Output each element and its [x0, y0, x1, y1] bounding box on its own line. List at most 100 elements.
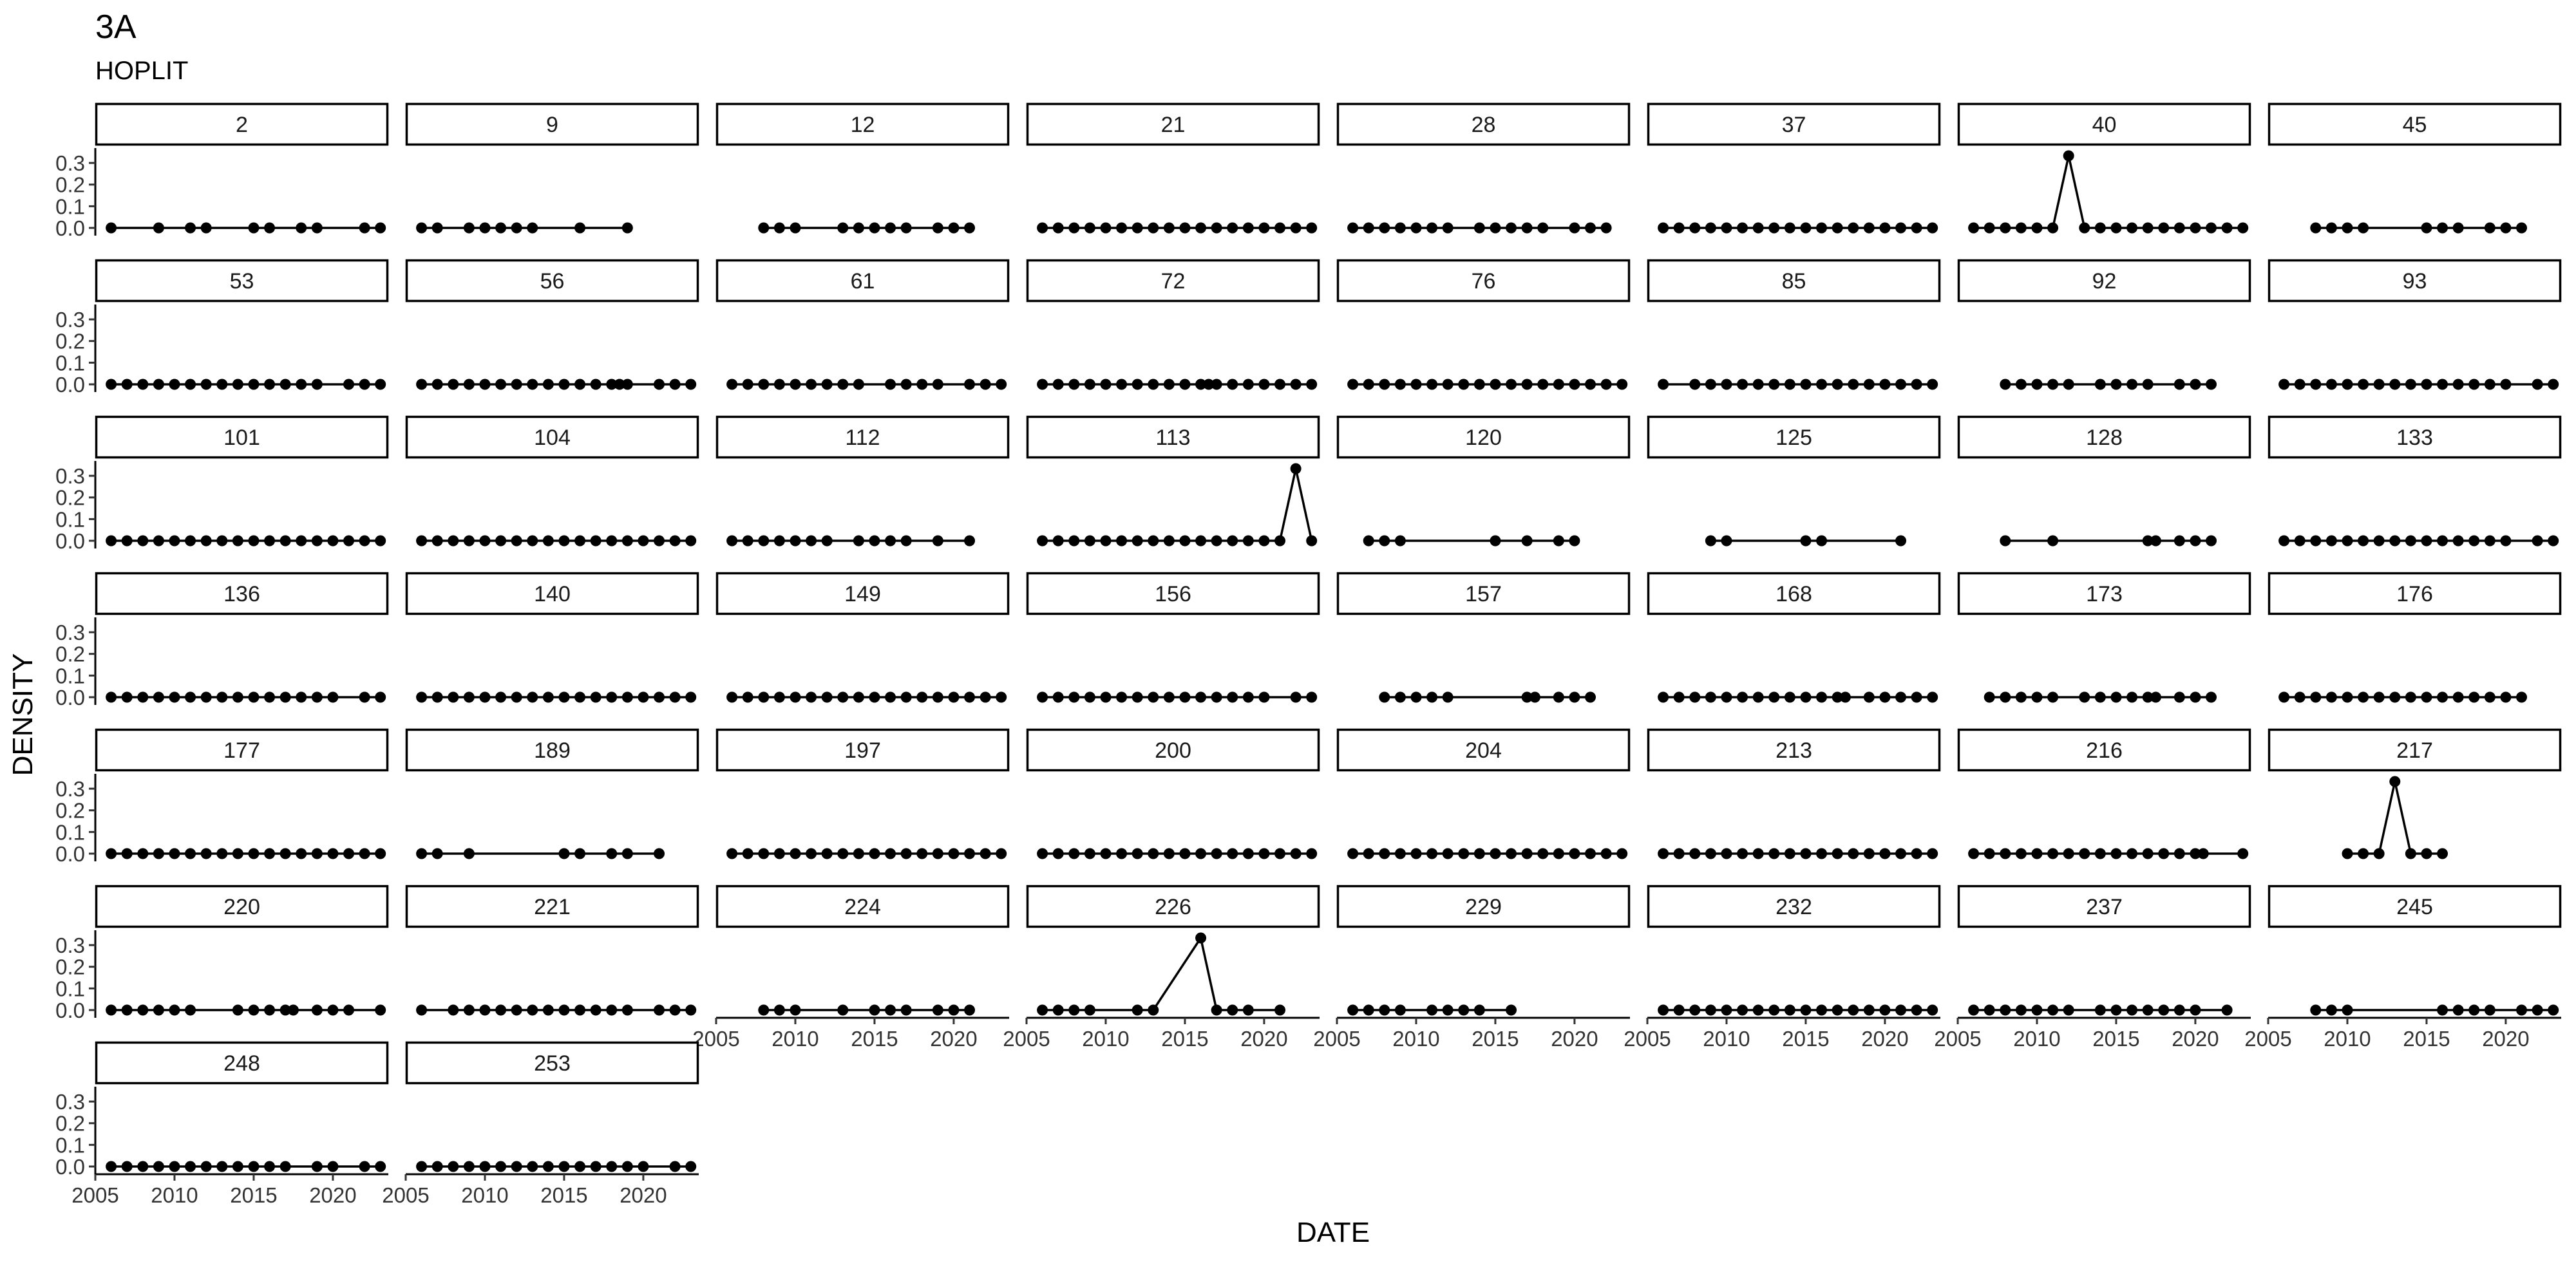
facet-panel-213: 213	[1647, 728, 1941, 859]
data-point	[1832, 222, 1843, 234]
facet-strip	[1957, 728, 2251, 772]
data-point	[1363, 848, 1374, 859]
data-point	[1863, 848, 1875, 859]
data-point	[685, 1004, 697, 1016]
data-point	[479, 379, 491, 390]
facet-strip-label: 92	[2092, 269, 2117, 294]
data-point	[2325, 1004, 2337, 1016]
data-point	[121, 379, 133, 390]
facet-panel-237: 237 2005 2010 2015 2020	[1934, 885, 2251, 1051]
facet-strip	[1026, 728, 1320, 772]
data-point	[1521, 848, 1533, 859]
facet-strip-label: 253	[534, 1051, 571, 1076]
data-point	[1737, 691, 1748, 703]
data-point	[1179, 379, 1191, 390]
data-point	[590, 1161, 601, 1172]
data-point	[495, 691, 507, 703]
data-point	[296, 848, 307, 859]
data-point	[790, 222, 801, 234]
data-point	[726, 691, 738, 703]
data-point	[185, 691, 196, 703]
data-point	[654, 848, 665, 859]
data-point	[2126, 1004, 2138, 1016]
data-point	[806, 691, 817, 703]
data-point	[2389, 379, 2401, 390]
data-point	[1306, 222, 1318, 234]
data-point	[2325, 379, 2337, 390]
x-tick-label: 2015	[2092, 1027, 2139, 1051]
data-point	[1585, 848, 1596, 859]
data-point	[621, 1161, 633, 1172]
data-point	[2437, 222, 2448, 234]
facet-panel-101: 101 0.00.10.20.3	[55, 415, 389, 553]
data-point	[1784, 379, 1795, 390]
data-point	[106, 848, 117, 859]
data-point	[2015, 1004, 2027, 1016]
y-tick-label: 0.3	[55, 464, 85, 488]
facet-strip-label: 37	[1782, 113, 1806, 137]
data-point	[2206, 691, 2217, 703]
data-point	[2437, 691, 2448, 703]
facet-strip	[1336, 415, 1631, 459]
data-point	[527, 1161, 538, 1172]
data-point	[853, 222, 864, 234]
data-point	[837, 222, 849, 234]
x-tick-label: 2005	[1313, 1027, 1360, 1051]
data-point	[1839, 691, 1851, 703]
data-point	[1689, 379, 1701, 390]
data-point	[1306, 691, 1318, 703]
data-point	[1600, 379, 1612, 390]
data-point	[1721, 1004, 1732, 1016]
data-point	[542, 1161, 554, 1172]
facet-strip	[95, 102, 389, 146]
data-point	[527, 1004, 538, 1016]
data-point	[2000, 691, 2011, 703]
data-point	[2190, 535, 2201, 547]
data-point	[296, 535, 307, 547]
data-point	[932, 222, 943, 234]
data-point	[2047, 222, 2059, 234]
data-point	[1426, 222, 1438, 234]
y-tick-label: 0.3	[55, 1090, 85, 1114]
y-tick-label: 0.1	[55, 507, 85, 531]
data-point	[431, 222, 443, 234]
data-point	[1195, 535, 1207, 547]
data-point	[900, 222, 912, 234]
data-point	[574, 848, 586, 859]
facet-panel-204: 204	[1336, 728, 1631, 859]
data-point	[590, 535, 601, 547]
data-point	[153, 222, 164, 234]
series-line	[1973, 155, 2243, 229]
data-point	[685, 691, 697, 703]
data-point	[2206, 379, 2217, 390]
data-point	[1274, 848, 1286, 859]
chart-title: 3A	[95, 8, 137, 46]
data-point	[821, 535, 833, 547]
data-point	[311, 535, 323, 547]
data-point	[821, 691, 833, 703]
data-point	[1410, 848, 1422, 859]
data-point	[1394, 1004, 1406, 1016]
data-point	[287, 1004, 299, 1016]
data-point	[2358, 379, 2369, 390]
data-point	[2174, 379, 2185, 390]
data-point	[2484, 535, 2496, 547]
data-point	[1879, 691, 1891, 703]
data-point	[1116, 379, 1128, 390]
data-point	[1037, 848, 1048, 859]
data-point	[343, 1004, 355, 1016]
data-point	[932, 379, 943, 390]
data-point	[1658, 1004, 1669, 1016]
data-point	[900, 379, 912, 390]
data-point	[1132, 848, 1143, 859]
data-point	[2150, 535, 2161, 547]
data-point	[773, 222, 785, 234]
facet-strip-label: 136	[223, 582, 260, 606]
data-point	[375, 535, 386, 547]
facet-panel-61: 61	[715, 259, 1010, 390]
data-point	[185, 222, 196, 234]
facet-strip-label: 53	[230, 269, 254, 294]
facet-strip	[405, 885, 699, 928]
facet-panel-92: 92	[1957, 259, 2251, 390]
data-point	[1705, 848, 1716, 859]
